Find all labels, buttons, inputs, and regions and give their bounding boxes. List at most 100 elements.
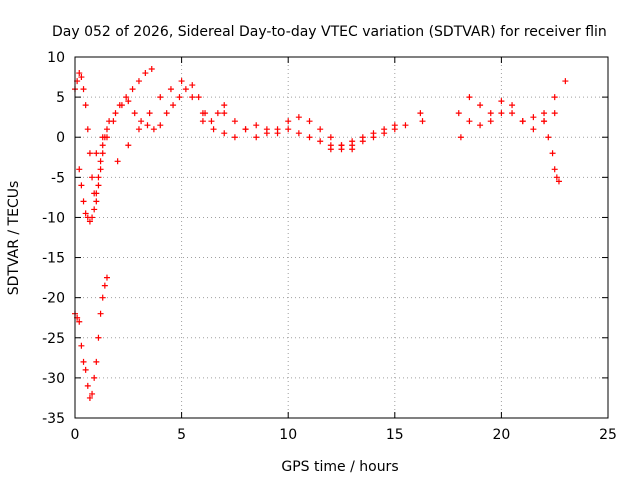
y-tick-label: 5 — [56, 90, 65, 106]
data-point — [221, 130, 228, 137]
chart-title: Day 052 of 2026, Sidereal Day-to-day VTE… — [52, 24, 607, 40]
series-arc-g — [199, 118, 398, 153]
data-point — [123, 94, 130, 101]
data-point — [466, 118, 473, 125]
data-point — [135, 78, 142, 85]
data-point — [78, 182, 85, 189]
data-point — [86, 394, 93, 401]
data-point — [97, 166, 104, 173]
data-point — [176, 94, 183, 101]
data-point — [477, 102, 484, 109]
data-point — [466, 94, 473, 101]
data-point — [530, 126, 537, 133]
y-tick-label: -20 — [42, 291, 65, 307]
data-point — [103, 134, 110, 141]
y-tick-label: -15 — [42, 251, 65, 267]
series-arc-e — [103, 66, 155, 141]
data-point — [82, 366, 89, 373]
data-point — [402, 122, 409, 129]
data-point — [487, 110, 494, 117]
data-point — [135, 126, 142, 133]
data-point — [131, 110, 138, 117]
data-point — [89, 214, 96, 221]
data-point — [551, 94, 558, 101]
data-point — [144, 122, 151, 129]
data-point — [84, 126, 91, 133]
data-point — [80, 86, 87, 93]
x-tick-label: 10 — [279, 427, 297, 443]
data-point — [91, 374, 98, 381]
data-point — [86, 218, 93, 225]
data-point — [541, 110, 548, 117]
data-point — [82, 210, 89, 217]
data-point — [199, 118, 206, 125]
data-point — [80, 358, 87, 365]
data-point — [519, 118, 526, 125]
y-tick-label: -25 — [42, 331, 65, 347]
plot-frame — [74, 56, 609, 419]
data-point — [359, 134, 366, 141]
data-point — [553, 174, 560, 181]
data-point — [93, 150, 100, 157]
data-point — [419, 118, 426, 125]
series-arc-j — [466, 78, 569, 125]
data-point — [295, 130, 302, 137]
data-point — [562, 78, 569, 85]
series-arc-k — [466, 102, 558, 133]
data-point — [349, 138, 356, 145]
data-point — [551, 110, 558, 117]
data-point — [129, 86, 136, 93]
data-point — [157, 122, 164, 129]
data-point — [195, 94, 202, 101]
data-point — [95, 174, 102, 181]
data-point — [327, 146, 334, 153]
data-point — [116, 102, 123, 109]
data-point — [263, 130, 270, 137]
data-point — [167, 86, 174, 93]
y-tick-label: -10 — [42, 210, 65, 226]
data-point — [112, 110, 119, 117]
data-point — [76, 166, 83, 173]
y-tick-label: -30 — [42, 371, 65, 387]
data-point — [78, 342, 85, 349]
data-point — [208, 118, 215, 125]
data-point — [95, 334, 102, 341]
series-isolated — [402, 110, 464, 141]
data-point — [549, 150, 556, 157]
y-tick-label: 10 — [47, 50, 65, 66]
axes: 0 5 10 15 20 25 10 5 0 -5 -10 -15 -20 -25 -30 -35 — [42, 50, 617, 443]
data-point — [146, 110, 153, 117]
data-point — [103, 126, 110, 133]
data-point — [349, 146, 356, 153]
data-point — [101, 282, 108, 289]
data-point — [338, 142, 345, 149]
data-point — [317, 126, 324, 133]
data-point — [148, 66, 155, 73]
data-point — [555, 178, 562, 185]
data-point — [76, 318, 83, 325]
data-point — [93, 198, 100, 205]
x-tick-label: 0 — [71, 427, 80, 443]
data-point — [170, 102, 177, 109]
data-point — [327, 134, 334, 141]
data-point — [142, 70, 149, 77]
data-point — [99, 150, 106, 157]
data-point — [163, 110, 170, 117]
series-arc-f — [114, 78, 206, 165]
data-point — [370, 130, 377, 137]
data-point — [306, 134, 313, 141]
series-arc-d — [93, 82, 228, 157]
data-point — [487, 118, 494, 125]
data-point — [89, 174, 96, 181]
data-point — [91, 206, 98, 213]
data-point — [189, 94, 196, 101]
data-point — [221, 110, 228, 117]
y-tick-label: 0 — [56, 130, 65, 146]
grid — [75, 57, 608, 418]
x-tick-label: 15 — [386, 427, 404, 443]
data-point — [84, 382, 91, 389]
series-arc-l — [541, 118, 562, 185]
data-point — [417, 110, 424, 117]
x-tick-label: 5 — [177, 427, 186, 443]
